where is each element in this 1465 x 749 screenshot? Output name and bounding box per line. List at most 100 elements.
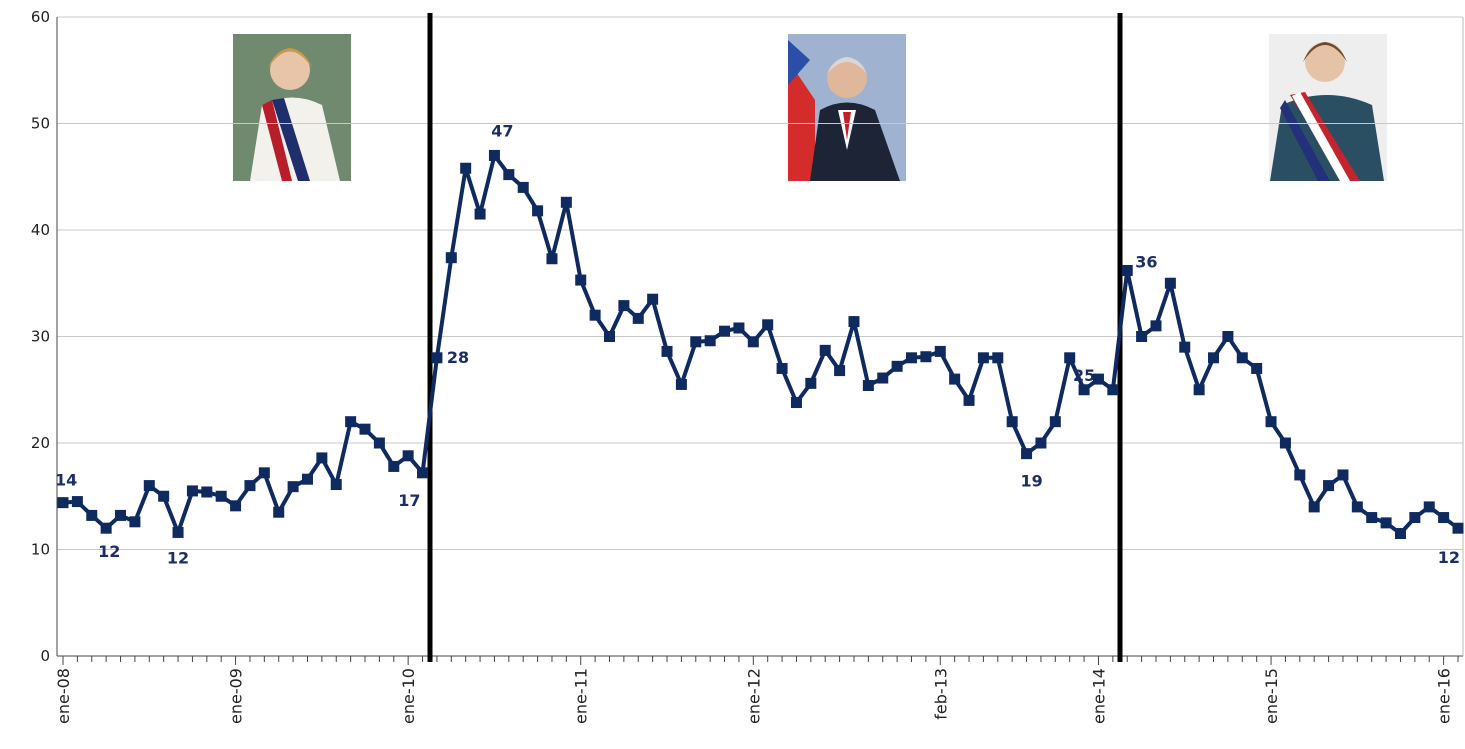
data-point — [244, 480, 256, 492]
data-point — [517, 181, 529, 193]
data-point — [747, 336, 759, 348]
data-label: 17 — [398, 491, 420, 510]
data-point — [1394, 528, 1406, 540]
data-point — [819, 344, 831, 356]
data-point — [949, 373, 961, 385]
data-point — [1351, 501, 1363, 513]
data-point — [1150, 320, 1162, 332]
data-point — [57, 497, 69, 509]
data-point — [977, 352, 989, 364]
x-tick-label: ene-10 — [399, 668, 418, 724]
data-point — [1279, 437, 1291, 449]
data-point — [1337, 469, 1349, 481]
data-point — [589, 309, 601, 321]
data-point — [776, 362, 788, 374]
data-point — [1409, 512, 1421, 524]
data-point — [1049, 416, 1061, 428]
data-point — [618, 300, 630, 312]
data-point — [647, 293, 659, 305]
x-tick-label: ene-16 — [1435, 668, 1454, 724]
data-point — [1064, 352, 1076, 364]
data-point — [1222, 331, 1234, 342]
data-point — [963, 394, 975, 406]
data-point — [359, 423, 371, 435]
data-point — [158, 490, 170, 502]
data-point — [704, 335, 716, 347]
y-tick-label: 30 — [31, 328, 50, 346]
data-point — [762, 319, 774, 331]
data-point — [503, 169, 515, 181]
portrait — [788, 34, 906, 181]
data-point — [100, 522, 112, 534]
data-point — [488, 149, 500, 161]
data-point — [143, 480, 155, 492]
x-tick-label: ene-08 — [54, 668, 73, 724]
data-point — [532, 205, 544, 217]
data-point — [891, 360, 903, 372]
data-point — [575, 274, 587, 286]
data-point — [920, 351, 932, 363]
data-point — [287, 481, 299, 493]
data-point — [201, 486, 213, 498]
data-point — [560, 196, 572, 208]
data-label: 12 — [98, 542, 120, 561]
data-label: 14 — [55, 471, 77, 490]
y-tick-label: 20 — [31, 434, 50, 452]
data-point — [690, 336, 702, 348]
data-point — [1121, 264, 1133, 276]
data-point — [316, 452, 328, 464]
data-point — [1006, 416, 1018, 428]
x-tick-label: ene-09 — [227, 668, 246, 724]
data-point — [1423, 501, 1435, 513]
data-point — [71, 496, 83, 508]
data-point — [834, 365, 846, 377]
data-point — [719, 325, 731, 337]
data-point — [1236, 352, 1248, 364]
x-tick-label: ene-12 — [744, 668, 763, 724]
x-tick-label: ene-14 — [1089, 668, 1108, 724]
data-point — [1092, 373, 1104, 385]
data-line — [62, 153, 1460, 536]
data-point — [86, 509, 98, 521]
data-point — [330, 479, 342, 491]
y-tick-label: 40 — [31, 221, 50, 239]
data-point — [1308, 501, 1320, 513]
data-point — [1078, 384, 1090, 396]
data-point — [992, 352, 1004, 364]
data-point — [186, 485, 198, 497]
data-point — [215, 490, 227, 502]
data-point — [445, 252, 457, 264]
data-point — [1208, 352, 1220, 364]
data-point — [345, 416, 357, 428]
data-point — [546, 253, 558, 265]
y-tick-label: 50 — [31, 115, 50, 133]
data-point — [273, 506, 285, 518]
data-point — [1323, 480, 1335, 492]
portrait — [233, 34, 351, 181]
data-point — [1179, 341, 1191, 353]
y-tick-label: 60 — [31, 8, 50, 26]
data-point — [1193, 384, 1205, 396]
data-point — [402, 450, 414, 462]
data-point — [1366, 512, 1378, 524]
data-point — [848, 316, 860, 328]
data-label: 36 — [1135, 252, 1157, 271]
data-point — [115, 509, 127, 521]
data-point — [733, 322, 745, 334]
data-label: 25 — [1073, 366, 1095, 385]
data-point — [603, 331, 615, 342]
portrait — [1269, 34, 1387, 181]
data-point — [1107, 384, 1119, 396]
data-label: 47 — [491, 121, 513, 140]
data-point — [431, 352, 443, 364]
data-point — [1294, 469, 1306, 481]
data-point — [632, 312, 644, 324]
data-point — [675, 378, 687, 390]
data-point — [934, 345, 946, 357]
data-point — [877, 372, 889, 384]
data-label: 12 — [167, 548, 189, 567]
data-point — [1265, 416, 1277, 428]
y-tick-label: 0 — [40, 647, 50, 665]
